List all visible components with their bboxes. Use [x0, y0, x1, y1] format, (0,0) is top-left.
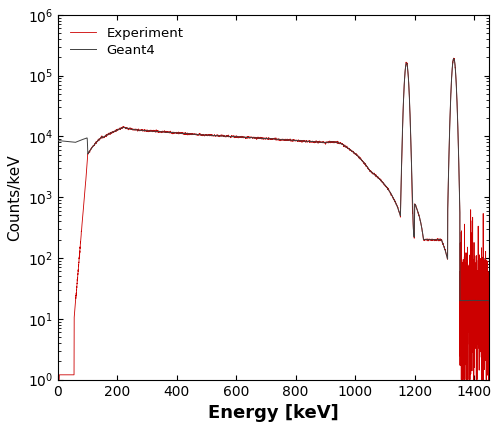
Experiment: [328, 139, 334, 145]
Experiment: [211, 133, 217, 138]
Experiment: [310, 139, 316, 144]
Experiment: [398, 214, 404, 220]
Geant4: [55, 138, 61, 143]
Geant4: [76, 138, 82, 143]
Legend: Experiment, Geant4: Experiment, Geant4: [64, 21, 189, 62]
Geant4: [398, 213, 404, 218]
Geant4: [486, 298, 492, 303]
Geant4: [451, 56, 457, 61]
Experiment: [55, 377, 61, 382]
Line: Geant4: Geant4: [58, 59, 489, 301]
Experiment: [450, 56, 456, 61]
Line: Experiment: Experiment: [58, 58, 489, 380]
Experiment: [374, 174, 380, 179]
Y-axis label: Counts/keV: Counts/keV: [7, 154, 22, 241]
Geant4: [310, 139, 316, 144]
Geant4: [328, 139, 334, 145]
Experiment: [76, 250, 82, 255]
X-axis label: Energy [keV]: Energy [keV]: [208, 404, 338, 422]
Geant4: [374, 174, 380, 179]
Experiment: [486, 278, 492, 284]
Geant4: [211, 133, 217, 138]
